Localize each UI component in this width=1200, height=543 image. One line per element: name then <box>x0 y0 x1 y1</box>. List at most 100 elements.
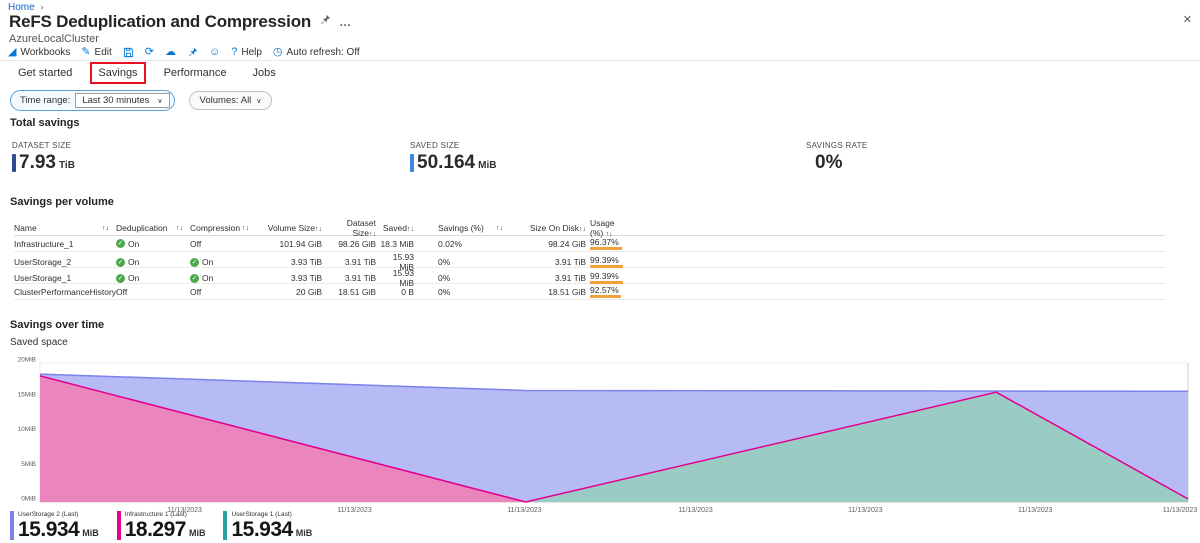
feedback-button[interactable]: ☺ <box>208 45 221 58</box>
time-range-filter[interactable]: Time range: Last 30 minutes ∨ <box>10 90 175 111</box>
col-compression[interactable]: Compression <box>190 223 241 233</box>
open-externally-button[interactable]: ☁ <box>165 46 176 58</box>
stat-dataset-size: DATASET SIZE 7.93 TiB <box>12 141 75 172</box>
legend-unit: MiB <box>295 528 313 538</box>
workbooks-icon: ◢ <box>8 45 17 58</box>
breadcrumb: Home › <box>8 2 43 13</box>
cell-size-on-disk: 98.24 GiB <box>548 238 586 249</box>
table-row[interactable]: UserStorage_2 ✓ On ✓ On 3.93 TiB 3.91 TiB 15.93… <box>14 252 1165 272</box>
legend-value: 15.934 <box>18 518 80 541</box>
sort-arrows-icon[interactable]: ↑↓ <box>242 224 249 232</box>
stat-savings-rate: SAVINGS RATE 0% <box>806 141 868 172</box>
svg-text:11/13/2023: 11/13/2023 <box>848 507 883 514</box>
col-dataset-size[interactable]: Dataset Size↑↓ <box>346 218 376 238</box>
legend-value: 18.297 <box>124 518 187 541</box>
tab-savings[interactable]: Savings <box>90 62 146 84</box>
sort-arrows-icon[interactable]: ↑↓ <box>102 224 109 232</box>
time-range-dropdown[interactable]: Last 30 minutes ∨ <box>75 93 170 108</box>
table-row[interactable]: ClusterPerformanceHistory Off Off 20 GiB 18.… <box>14 284 1165 300</box>
clock-icon: ◷ <box>272 45 283 58</box>
col-volume-size[interactable]: Volume Size↑↓ <box>267 223 322 233</box>
refresh-button[interactable]: ⟳ <box>144 45 154 58</box>
question-icon: ? <box>231 45 238 58</box>
col-name[interactable]: Name <box>14 223 37 233</box>
cell-comp: Off <box>190 286 202 297</box>
col-saved[interactable]: Saved↑↓ <box>382 223 414 233</box>
time-range-value: Last 30 minutes <box>82 95 150 106</box>
svg-text:11/13/2023: 11/13/2023 <box>1163 507 1198 514</box>
usage-bar <box>590 294 621 298</box>
usage-bar <box>590 265 623 268</box>
col-savings-pct[interactable]: Savings (%) <box>438 223 484 233</box>
cell-comp: ✓ On <box>190 273 214 283</box>
edit-button[interactable]: ✎ Edit <box>81 46 111 58</box>
toolbar-divider <box>0 60 1200 61</box>
stat-label: SAVED SIZE <box>410 141 460 150</box>
stat-unit: MiB <box>478 160 497 171</box>
legend-userstorage1[interactable]: UserStorage 1 (Last) 15.934 MiB <box>223 511 312 540</box>
cell-saved: 18.3 MiB <box>380 238 414 249</box>
svg-text:0MiB: 0MiB <box>21 496 36 503</box>
tab-jobs[interactable]: Jobs <box>252 67 276 79</box>
sort-arrows-icon: ↑↓ <box>407 226 414 233</box>
stat-value: 7.93 <box>19 152 56 173</box>
table-row[interactable]: Infrastructure_1 ✓ On Off 101.94 GiB 98.26 Gi… <box>14 236 1165 252</box>
legend-userstorage2[interactable]: UserStorage 2 (Last) 15.934 MiB <box>10 511 99 540</box>
cell-comp: Off <box>190 238 202 249</box>
workbooks-button[interactable]: ◢ Workbooks <box>8 45 71 58</box>
svg-text:11/13/2023: 11/13/2023 <box>1018 507 1053 514</box>
sort-arrows-icon: ↑↓ <box>369 231 376 238</box>
save-button[interactable] <box>123 47 134 58</box>
cell-dataset-size: 3.91 TiB <box>344 273 376 283</box>
close-icon[interactable]: ✕ <box>1182 14 1192 26</box>
pushpin-icon <box>187 47 198 58</box>
legend-unit: MiB <box>82 528 99 538</box>
tab-get-started[interactable]: Get started <box>18 67 73 79</box>
workbooks-label: Workbooks <box>20 46 71 58</box>
chevron-down-icon: ∨ <box>256 97 262 105</box>
cell-dedup: Off <box>116 286 128 297</box>
cell-dataset-size: 18.51 GiB <box>338 286 376 297</box>
cell-name: UserStorage_2 <box>14 257 72 267</box>
cell-comp: ✓ On <box>190 257 214 267</box>
cell-dedup: ✓ On <box>116 257 140 267</box>
sort-arrows-icon[interactable]: ↑↓ <box>176 224 183 232</box>
sort-arrows-icon[interactable]: ↑↓ <box>496 224 503 232</box>
stat-accent-bar <box>12 154 16 172</box>
cell-savings-pct: 0% <box>438 273 451 283</box>
smiley-icon: ☺ <box>208 45 221 58</box>
saved-space-area-chart[interactable]: 0MiB 5MiB 10MiB 15MiB 20MiB 11/13/2023 11/13/2… <box>0 350 1200 520</box>
cell-dataset-size: 3.91 TiB <box>344 257 376 267</box>
refresh-icon: ⟳ <box>144 45 154 58</box>
time-range-label: Time range: <box>20 95 71 106</box>
table-row[interactable]: UserStorage_1 ✓ On ✓ On 3.93 TiB 3.91 TiB 15.93… <box>14 268 1165 288</box>
svg-text:11/13/2023: 11/13/2023 <box>507 507 542 514</box>
pin-icon[interactable] <box>319 13 331 31</box>
cell-savings-pct: 0% <box>438 286 451 297</box>
pin-to-dashboard-button[interactable] <box>187 47 198 58</box>
cell-saved: 0 B <box>401 286 414 297</box>
help-button[interactable]: ? Help <box>231 45 262 58</box>
tab-performance[interactable]: Performance <box>163 67 227 79</box>
table-header-row: Name ↑↓ Deduplication ↑↓ Compression ↑↓ … <box>14 218 1165 238</box>
volumes-value: Volumes: All <box>199 95 252 106</box>
total-savings-heading: Total savings <box>10 117 80 129</box>
sort-arrows-icon: ↑↓ <box>605 231 613 238</box>
breadcrumb-home-link[interactable]: Home <box>8 2 35 13</box>
more-options-icon[interactable]: … <box>339 15 353 29</box>
col-usage-pct[interactable]: Usage (%) ↑↓ <box>590 218 615 238</box>
cell-usage-pct: 96.37% <box>586 237 630 250</box>
col-deduplication[interactable]: Deduplication <box>116 223 168 233</box>
check-circle-icon: ✓ <box>190 273 199 283</box>
cell-savings-pct: 0% <box>438 257 451 267</box>
svg-text:11/13/2023: 11/13/2023 <box>337 507 372 514</box>
cell-saved: 15.93 MiB <box>392 268 414 288</box>
sort-arrows-icon: ↑↓ <box>579 226 586 233</box>
volumes-filter[interactable]: Volumes: All ∨ <box>188 91 273 110</box>
auto-refresh-button[interactable]: ◷ Auto refresh: Off <box>272 45 360 58</box>
stat-unit: TiB <box>58 160 75 171</box>
legend-infrastructure1[interactable]: Infrastructure 1 (Last) 18.297 MiB <box>116 511 205 541</box>
savings-per-volume-heading: Savings per volume <box>10 196 114 208</box>
col-size-on-disk[interactable]: Size On Disk↑↓ <box>529 223 586 233</box>
svg-text:15MiB: 15MiB <box>18 391 36 398</box>
